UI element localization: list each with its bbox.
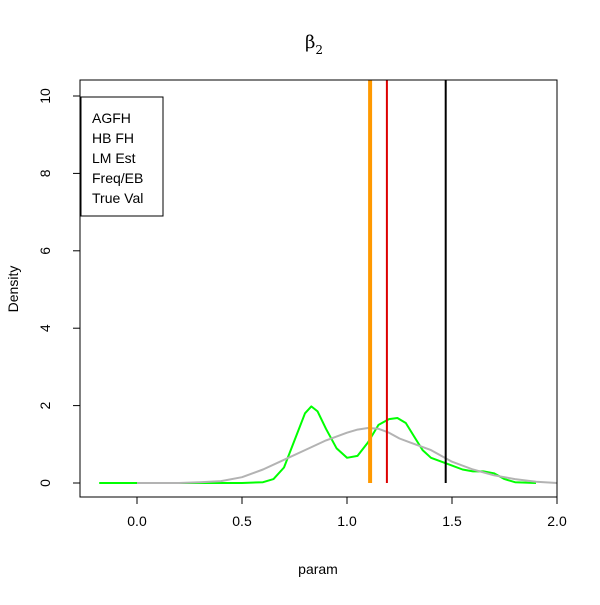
y-tick-label: 0: [37, 479, 53, 487]
x-tick-label: 1.0: [337, 513, 357, 529]
x-axis-label: param: [298, 561, 338, 577]
y-axis: 0 2 4 6 8 10: [37, 88, 81, 487]
x-tick-label: 2.0: [547, 513, 567, 529]
legend-entry: True Val: [92, 190, 143, 206]
x-tick-label: 0.5: [232, 513, 252, 529]
legend-entry: Freq/EB: [92, 170, 143, 186]
chart-title: β2: [305, 32, 323, 57]
legend-entry: LM Est: [92, 150, 136, 166]
plot-layer: [99, 80, 558, 484]
x-tick-label: 1.5: [442, 513, 462, 529]
y-tick-label: 4: [37, 324, 53, 332]
y-tick-label: 6: [37, 247, 53, 255]
y-tick-label: 8: [37, 169, 53, 177]
x-tick-label: 0.0: [127, 513, 147, 529]
y-axis-label: Density: [5, 266, 21, 313]
legend: AGFH HB FH LM Est Freq/EB True Val: [80, 96, 164, 217]
legend-entry: AGFH: [92, 110, 131, 126]
y-tick-label: 2: [37, 401, 53, 409]
y-tick-label: 10: [37, 88, 53, 104]
legend-entry: HB FH: [92, 130, 134, 146]
x-axis: 0.0 0.5 1.0 1.5 2.0: [127, 496, 567, 529]
series-line-hb-fh: [137, 427, 558, 484]
series-line-agfh: [99, 405, 537, 484]
legend-box: [80, 96, 164, 217]
